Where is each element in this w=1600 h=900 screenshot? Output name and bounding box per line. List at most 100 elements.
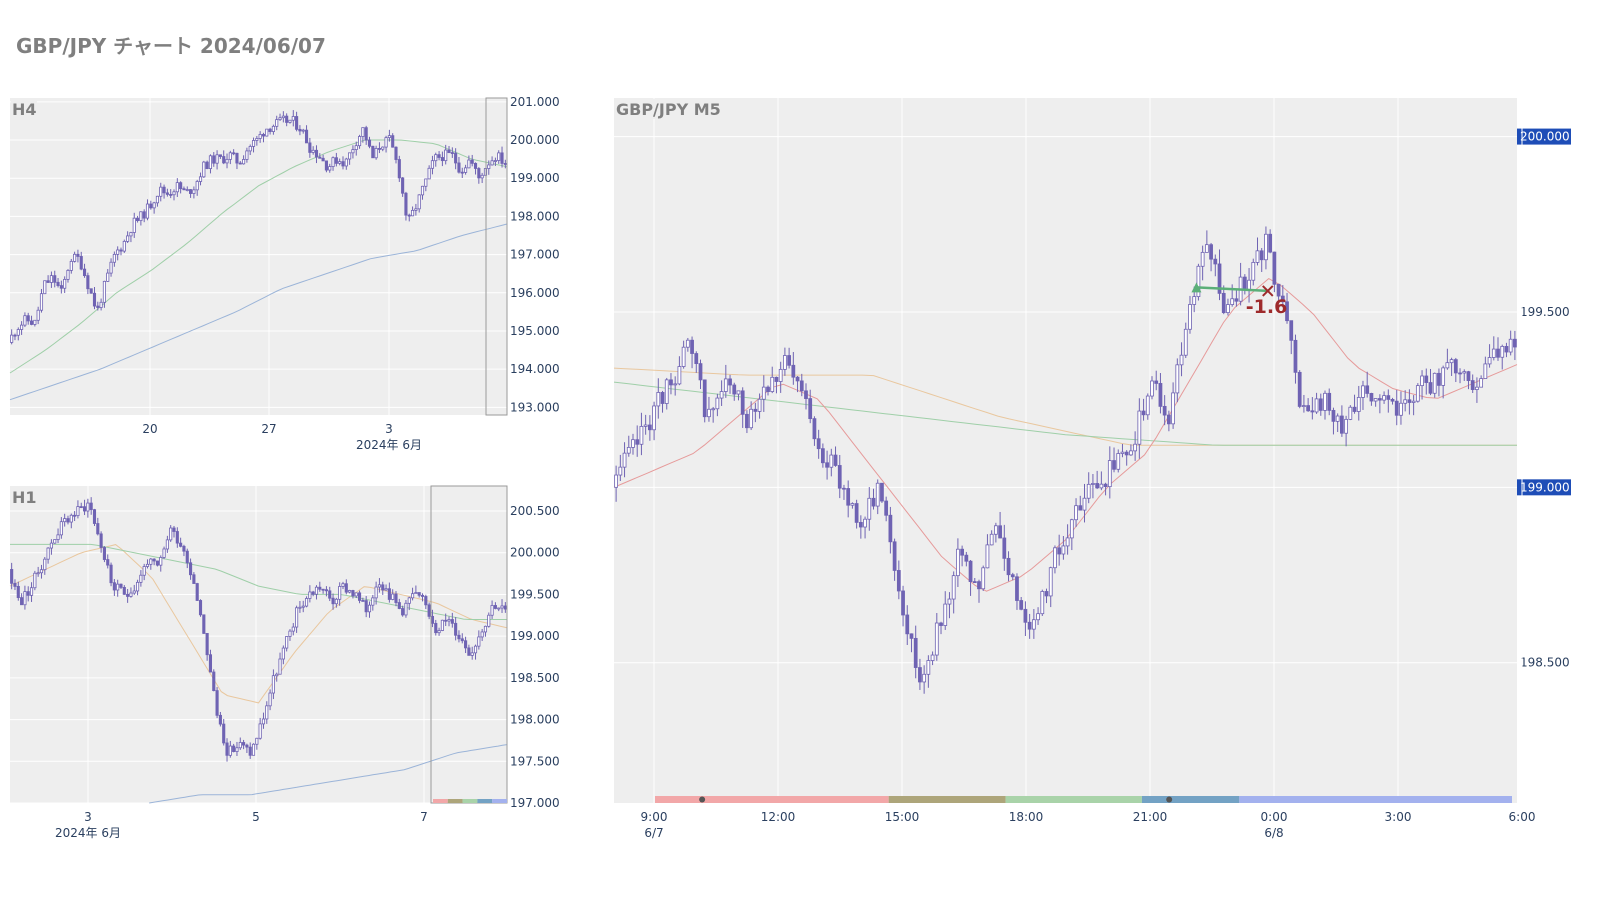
h1-candle-body xyxy=(351,590,355,597)
h4-candle-body xyxy=(215,154,219,164)
h1-candle-body xyxy=(430,615,435,624)
m5-candle-body xyxy=(740,390,745,415)
m5-candle-body xyxy=(1204,244,1209,253)
m5-candle-body xyxy=(816,438,821,450)
m5-y-tick-label: 198.500 xyxy=(1520,656,1570,670)
h1-candle-body xyxy=(394,593,398,603)
h4-y-tick-label: 200.000 xyxy=(510,133,560,147)
h1-candle-body xyxy=(490,605,494,616)
m5-candles xyxy=(614,226,1517,694)
h1-candle-body xyxy=(285,636,289,649)
h1-candle-body xyxy=(391,593,395,600)
h4-candle-body xyxy=(261,134,266,137)
h1-candle-body xyxy=(480,631,484,638)
m5-candle-body xyxy=(1061,545,1066,555)
m5-session-segment xyxy=(1005,796,1142,803)
h1-candle-body xyxy=(470,652,474,656)
h4-candle-body xyxy=(132,217,136,233)
m5-candle-body xyxy=(1158,383,1163,407)
m5-candle-body xyxy=(778,368,783,382)
h1-candle-body xyxy=(36,572,40,575)
h1-candle-body xyxy=(86,502,90,512)
m5-candle-body xyxy=(614,474,618,488)
m5-candle-body xyxy=(1293,339,1298,373)
m5-candle-body xyxy=(1487,357,1492,365)
h4-candle-body xyxy=(49,275,53,283)
m5-candle-body xyxy=(1006,557,1011,576)
m5-candle-body xyxy=(1103,483,1108,488)
m5-candle-body xyxy=(1150,380,1154,397)
m5-candle-body xyxy=(943,603,948,626)
h1-candle-body xyxy=(371,597,375,606)
h4-candle-body xyxy=(367,139,372,147)
m5-candle-body xyxy=(1314,398,1319,413)
h4-candle-body xyxy=(278,117,282,121)
m5-candle-body xyxy=(690,339,694,354)
h1-candle-body xyxy=(473,645,478,654)
h1-candle-body xyxy=(301,605,305,608)
h4-candle-body xyxy=(314,149,319,158)
h4-candle-body xyxy=(308,142,312,153)
h4-candle-body xyxy=(457,162,461,173)
m5-y-tick-label: 200.000 xyxy=(1520,130,1570,144)
h1-candle-body xyxy=(384,588,388,591)
m5-candle-body xyxy=(1458,372,1462,375)
m5-candle-body xyxy=(647,424,652,431)
m5-candle-body xyxy=(1272,251,1277,285)
m5-candle-body xyxy=(829,454,834,468)
h1-candle-body xyxy=(26,591,30,596)
m5-candle-body xyxy=(1145,395,1150,416)
h1-candle-body xyxy=(198,600,203,616)
m5-candle-body xyxy=(1234,298,1239,302)
h4-candle-body xyxy=(192,189,196,194)
h1-candle-body xyxy=(63,518,67,523)
h1-candle-body xyxy=(454,622,458,636)
m5-x-tick-sublabel: 6/7 xyxy=(644,826,663,840)
m5-candle-body xyxy=(1432,372,1437,394)
h1-candle-body xyxy=(96,523,100,535)
m5-candle-body xyxy=(1019,600,1024,610)
m5-candle-body xyxy=(1002,537,1007,559)
m5-x-tick-label: 15:00 xyxy=(885,810,920,824)
h4-candle-body xyxy=(407,214,411,217)
m5-candle-body xyxy=(972,581,977,584)
m5-candle-body xyxy=(652,405,656,431)
m5-candle-body xyxy=(1373,398,1378,402)
h1-candle-body xyxy=(33,572,37,589)
h1-candle-body xyxy=(76,506,80,517)
h1-candle-body xyxy=(112,582,116,591)
h4-candle-body xyxy=(344,158,348,167)
h4-candle-body xyxy=(417,194,421,210)
h1-candle-body xyxy=(232,745,236,752)
h4-candle-body xyxy=(464,167,468,173)
m5-candle-body xyxy=(664,379,669,404)
h4-panel-title: H4 xyxy=(12,100,37,119)
h4-candle-body xyxy=(404,192,408,216)
m5-candle-body xyxy=(1057,547,1062,555)
h1-candle-body xyxy=(179,542,183,547)
m5-candle-body xyxy=(1411,400,1416,403)
h1-candle-body xyxy=(367,604,372,613)
h4-candle-body xyxy=(328,166,332,171)
h1-candle-body xyxy=(437,630,441,634)
m5-candle-body xyxy=(1179,354,1184,366)
h1-candle-body xyxy=(136,581,140,592)
m5-candle-body xyxy=(1496,348,1500,358)
h1-candle-body xyxy=(116,583,120,591)
m5-y-tick-label: 199.000 xyxy=(1520,480,1570,494)
h4-candle-body xyxy=(36,309,40,321)
h1-candle-body xyxy=(447,619,451,622)
m5-candle-body xyxy=(1513,338,1517,348)
h1-candle-body xyxy=(497,607,501,610)
h4-candle-body xyxy=(483,168,488,176)
h4-candle-body xyxy=(384,137,388,148)
m5-candle-body xyxy=(1247,279,1251,291)
h4-candle-body xyxy=(16,329,20,336)
m5-candle-body xyxy=(863,518,867,528)
m5-chart: 198.500 199.000 199.500 200.000 9:00 6/7 12:00… xyxy=(613,98,1571,840)
m5-candle-body xyxy=(799,380,804,392)
m5-candle-body xyxy=(837,465,842,489)
h4-candle-body xyxy=(480,174,484,179)
m5-candle-body xyxy=(1255,250,1260,263)
m5-candle-body xyxy=(956,548,960,577)
